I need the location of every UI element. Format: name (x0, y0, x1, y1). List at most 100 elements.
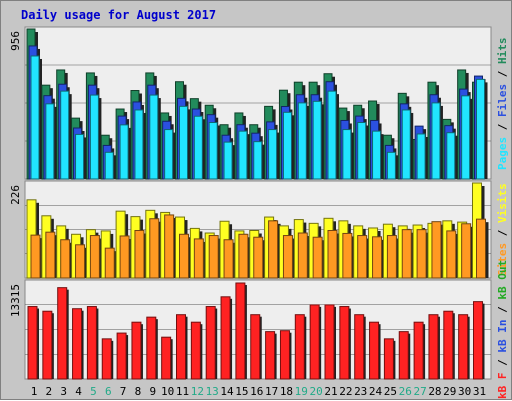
bar-sites-1 (30, 234, 43, 279)
bar-sites-28 (431, 221, 444, 279)
bar-kbf-7 (116, 332, 129, 380)
bar-kbf-20 (309, 304, 322, 380)
x-tick-label-18: 18 (280, 385, 293, 398)
legend-part-1: / (496, 352, 509, 373)
x-tick-label-10: 10 (161, 385, 174, 398)
bar-pages-9 (149, 94, 161, 180)
bar-sites-30 (461, 223, 474, 279)
x-tick-label-4: 4 (75, 385, 82, 398)
bar-sites-21 (327, 230, 340, 279)
bar-pages-18 (282, 111, 295, 180)
bar-kbf-14 (220, 296, 233, 380)
x-tick-label-24: 24 (369, 385, 383, 398)
bar-kbf-29 (443, 310, 455, 380)
bar-pages-2 (45, 103, 57, 180)
bar-kbf-2 (42, 310, 54, 380)
bar-kbf-31 (473, 301, 485, 380)
bar-pages-14 (223, 141, 236, 180)
bar-kbf-19 (294, 314, 307, 380)
bar-sites-25 (386, 235, 400, 279)
bar-sites-12 (193, 238, 207, 279)
bar-kbf-23 (354, 314, 366, 380)
x-tick-label-16: 16 (250, 385, 263, 398)
x-tick-label-17: 17 (265, 385, 278, 398)
x-tick-label-30: 30 (458, 385, 471, 398)
bar-pages-24 (372, 130, 384, 180)
chart-title: Daily usage for August 2017 (21, 8, 217, 22)
bar-pages-21 (327, 90, 339, 180)
x-tick-label-2: 2 (46, 385, 53, 398)
x-tick-label-3: 3 (60, 385, 67, 398)
x-tick-label-27: 27 (413, 385, 426, 398)
bar-sites-13 (208, 235, 222, 279)
x-tick-label-5: 5 (90, 385, 97, 398)
bar-pages-12 (193, 115, 206, 180)
bar-kbf-11 (176, 314, 188, 380)
x-tick-label-11: 11 (176, 385, 189, 398)
bar-kbf-13 (205, 306, 218, 380)
bar-kbf-28 (428, 314, 440, 380)
bar-sites-23 (357, 235, 370, 279)
legend-part-0: kB F (496, 372, 509, 400)
bar-pages-26 (401, 109, 414, 180)
x-tick-label-25: 25 (384, 385, 397, 398)
bar-pages-10 (164, 129, 176, 180)
bar-sites-6 (104, 247, 118, 279)
bar-kbf-18 (279, 330, 292, 380)
legend-part-1: / (496, 116, 509, 137)
bar-pages-25 (386, 151, 399, 180)
x-tick-label-8: 8 (135, 385, 142, 398)
bar-kbf-24 (369, 321, 381, 380)
bar-kbf-15 (235, 282, 247, 380)
x-tick-label-6: 6 (105, 385, 112, 398)
x-tick-label-9: 9 (149, 385, 156, 398)
legend-part-2: Visits (496, 183, 509, 223)
legend-part-4: Hits (496, 37, 509, 64)
bar-kbf-27 (413, 321, 426, 380)
bar-kbf-10 (161, 336, 173, 380)
bar-pages-6 (104, 151, 117, 180)
bar-pages-17 (268, 129, 280, 180)
bar-sites-24 (372, 236, 385, 279)
bar-pages-13 (208, 122, 221, 180)
x-tick-label-1: 1 (31, 385, 38, 398)
bar-kbf-25 (383, 338, 396, 380)
bar-kbf-3 (57, 287, 69, 380)
bar-kbf-30 (458, 314, 470, 380)
bar-kbf-21 (324, 304, 336, 380)
bar-pages-22 (342, 129, 354, 180)
bar-sites-7 (119, 235, 133, 279)
bar-pages-30 (461, 95, 473, 180)
bar-sites-5 (89, 235, 103, 279)
x-tick-label-20: 20 (310, 385, 323, 398)
legend-part-0: Pages (496, 136, 509, 170)
y-max-label-kb: 13315 (9, 284, 22, 317)
bar-pages-5 (89, 94, 102, 180)
bar-pages-23 (357, 122, 369, 180)
x-tick-label-22: 22 (339, 385, 352, 398)
y-max-label-hits: 956 (9, 31, 22, 51)
bar-pages-1 (30, 55, 42, 180)
bar-sites-14 (223, 239, 237, 279)
bar-sites-17 (268, 220, 281, 279)
bar-pages-3 (60, 90, 72, 180)
bar-kbf-17 (265, 331, 277, 380)
bar-kbf-4 (72, 308, 84, 380)
bar-kbf-6 (101, 338, 114, 380)
bar-sites-16 (253, 236, 266, 279)
bar-pages-27 (416, 133, 429, 180)
bar-pages-28 (431, 102, 443, 180)
x-tick-label-21: 21 (324, 385, 337, 398)
x-tick-label-15: 15 (235, 385, 248, 398)
y-max-label-visits: 226 (9, 185, 22, 205)
bar-pages-4 (75, 133, 87, 180)
bar-sites-3 (60, 239, 73, 279)
bar-sites-29 (446, 230, 459, 279)
bar-pages-31 (476, 78, 488, 180)
bar-kbf-5 (86, 306, 99, 380)
legend-part-1: / (496, 223, 509, 243)
legend-part-3: / (496, 63, 509, 84)
legend-part-4: kB Out (496, 259, 509, 300)
